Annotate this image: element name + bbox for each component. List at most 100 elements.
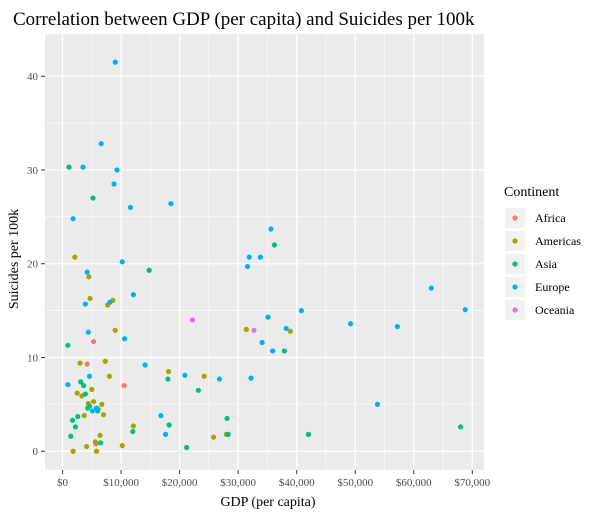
data-point-americas xyxy=(74,390,80,396)
data-point-europe xyxy=(89,408,96,414)
plot-panel xyxy=(45,34,484,470)
data-point-europe xyxy=(265,314,271,320)
legend: Continent Africa Americas Asia Europe Oceani… xyxy=(504,185,581,320)
data-point-europe xyxy=(244,263,251,270)
data-point-europe xyxy=(257,254,264,260)
data-point-europe xyxy=(93,405,100,411)
data-point-americas xyxy=(106,373,112,379)
legend-label-americas: Americas xyxy=(535,234,581,248)
data-point-americas xyxy=(72,254,78,260)
data-point-asia xyxy=(225,431,231,437)
data-point-europe xyxy=(162,431,169,437)
legend-label-asia: Asia xyxy=(535,257,558,271)
data-point-americas xyxy=(89,386,95,392)
data-point-europe xyxy=(130,292,136,298)
legend-swatch-oceania xyxy=(512,307,518,313)
y-tick-label: 10 xyxy=(27,352,39,364)
data-point-europe xyxy=(111,181,117,187)
data-point-americas xyxy=(92,439,98,445)
legend-swatch-africa xyxy=(512,215,518,221)
data-point-americas xyxy=(77,360,83,366)
data-point-asia xyxy=(72,424,79,430)
data-point-africa xyxy=(90,338,97,345)
data-point-asia xyxy=(271,242,278,248)
data-point-europe xyxy=(374,401,381,407)
data-point-asia xyxy=(184,444,190,451)
data-point-oceania xyxy=(251,327,257,333)
data-point-americas xyxy=(83,443,90,450)
data-point-asia xyxy=(90,195,96,201)
data-point-europe xyxy=(86,373,93,379)
data-point-europe xyxy=(248,375,254,381)
data-point-europe xyxy=(85,329,91,335)
data-point-oceania xyxy=(189,317,196,323)
x-tick-label: $20,000 xyxy=(162,477,198,489)
data-point-europe xyxy=(298,308,304,314)
data-point-asia xyxy=(130,428,136,435)
y-tick-label: 0 xyxy=(33,446,39,458)
data-point-europe xyxy=(168,201,174,207)
data-point-asia xyxy=(75,413,81,420)
data-point-africa xyxy=(121,383,127,389)
data-point-europe xyxy=(268,226,274,232)
x-tick-label: $0 xyxy=(57,477,69,489)
data-point-americas xyxy=(97,432,103,438)
data-point-americas xyxy=(99,401,105,407)
chart-title: Correlation between GDP (per capita) and… xyxy=(13,9,475,30)
data-point-europe xyxy=(142,362,148,368)
data-point-americas xyxy=(287,328,293,334)
data-point-europe xyxy=(84,269,90,275)
data-point-asia xyxy=(65,342,71,348)
data-point-europe xyxy=(182,372,188,378)
data-point-europe xyxy=(119,259,125,265)
x-tick-label: $40,000 xyxy=(279,477,315,489)
data-point-europe xyxy=(347,321,354,327)
legend-title: Continent xyxy=(504,185,559,200)
data-point-asia xyxy=(165,376,171,382)
data-point-asia xyxy=(195,387,201,393)
data-point-europe xyxy=(80,164,86,170)
data-point-americas xyxy=(100,412,107,418)
y-tick-label: 20 xyxy=(27,259,39,271)
legend-label-africa: Africa xyxy=(535,211,566,225)
data-point-americas xyxy=(112,327,118,333)
data-point-americas xyxy=(81,413,87,419)
data-point-asia xyxy=(69,417,76,423)
legend-swatch-americas xyxy=(512,238,518,244)
data-point-americas xyxy=(119,443,125,449)
data-points xyxy=(65,59,468,454)
data-point-europe xyxy=(216,376,223,382)
data-point-americas xyxy=(86,274,92,280)
x-tick-label: $50,000 xyxy=(337,477,373,489)
y-tick-label: 40 xyxy=(27,71,39,83)
data-point-asia xyxy=(86,403,93,409)
data-point-europe xyxy=(158,413,164,419)
data-point-europe xyxy=(107,299,113,305)
data-point-europe xyxy=(65,382,71,388)
data-point-europe xyxy=(122,336,128,342)
data-point-asia xyxy=(81,383,87,389)
data-point-americas xyxy=(87,295,93,302)
data-point-asia xyxy=(457,424,464,430)
y-axis-title: Suicides per 100k xyxy=(7,209,22,309)
x-tick-label: $30,000 xyxy=(220,477,256,489)
axis-ticks: $0 $10,000 $20,000 $30,000 $40,000 $50,000 $60… xyxy=(27,71,491,489)
y-tick-label: 30 xyxy=(27,165,39,177)
data-point-americas xyxy=(165,368,172,375)
legend-label-oceania: Oceania xyxy=(535,303,575,317)
data-point-europe xyxy=(82,301,88,307)
data-point-americas xyxy=(210,434,217,440)
data-point-europe xyxy=(114,167,120,173)
legend-swatch-asia xyxy=(512,261,518,267)
data-point-americas xyxy=(243,326,249,332)
data-point-asia xyxy=(224,415,230,422)
data-point-europe xyxy=(112,59,118,65)
data-point-asia xyxy=(82,391,88,397)
data-point-europe xyxy=(259,339,265,346)
x-tick-label: $10,000 xyxy=(103,477,139,489)
data-point-americas xyxy=(102,358,108,364)
data-point-europe xyxy=(462,307,468,313)
legend-label-europe: Europe xyxy=(535,280,570,294)
grid-lines xyxy=(45,34,484,470)
